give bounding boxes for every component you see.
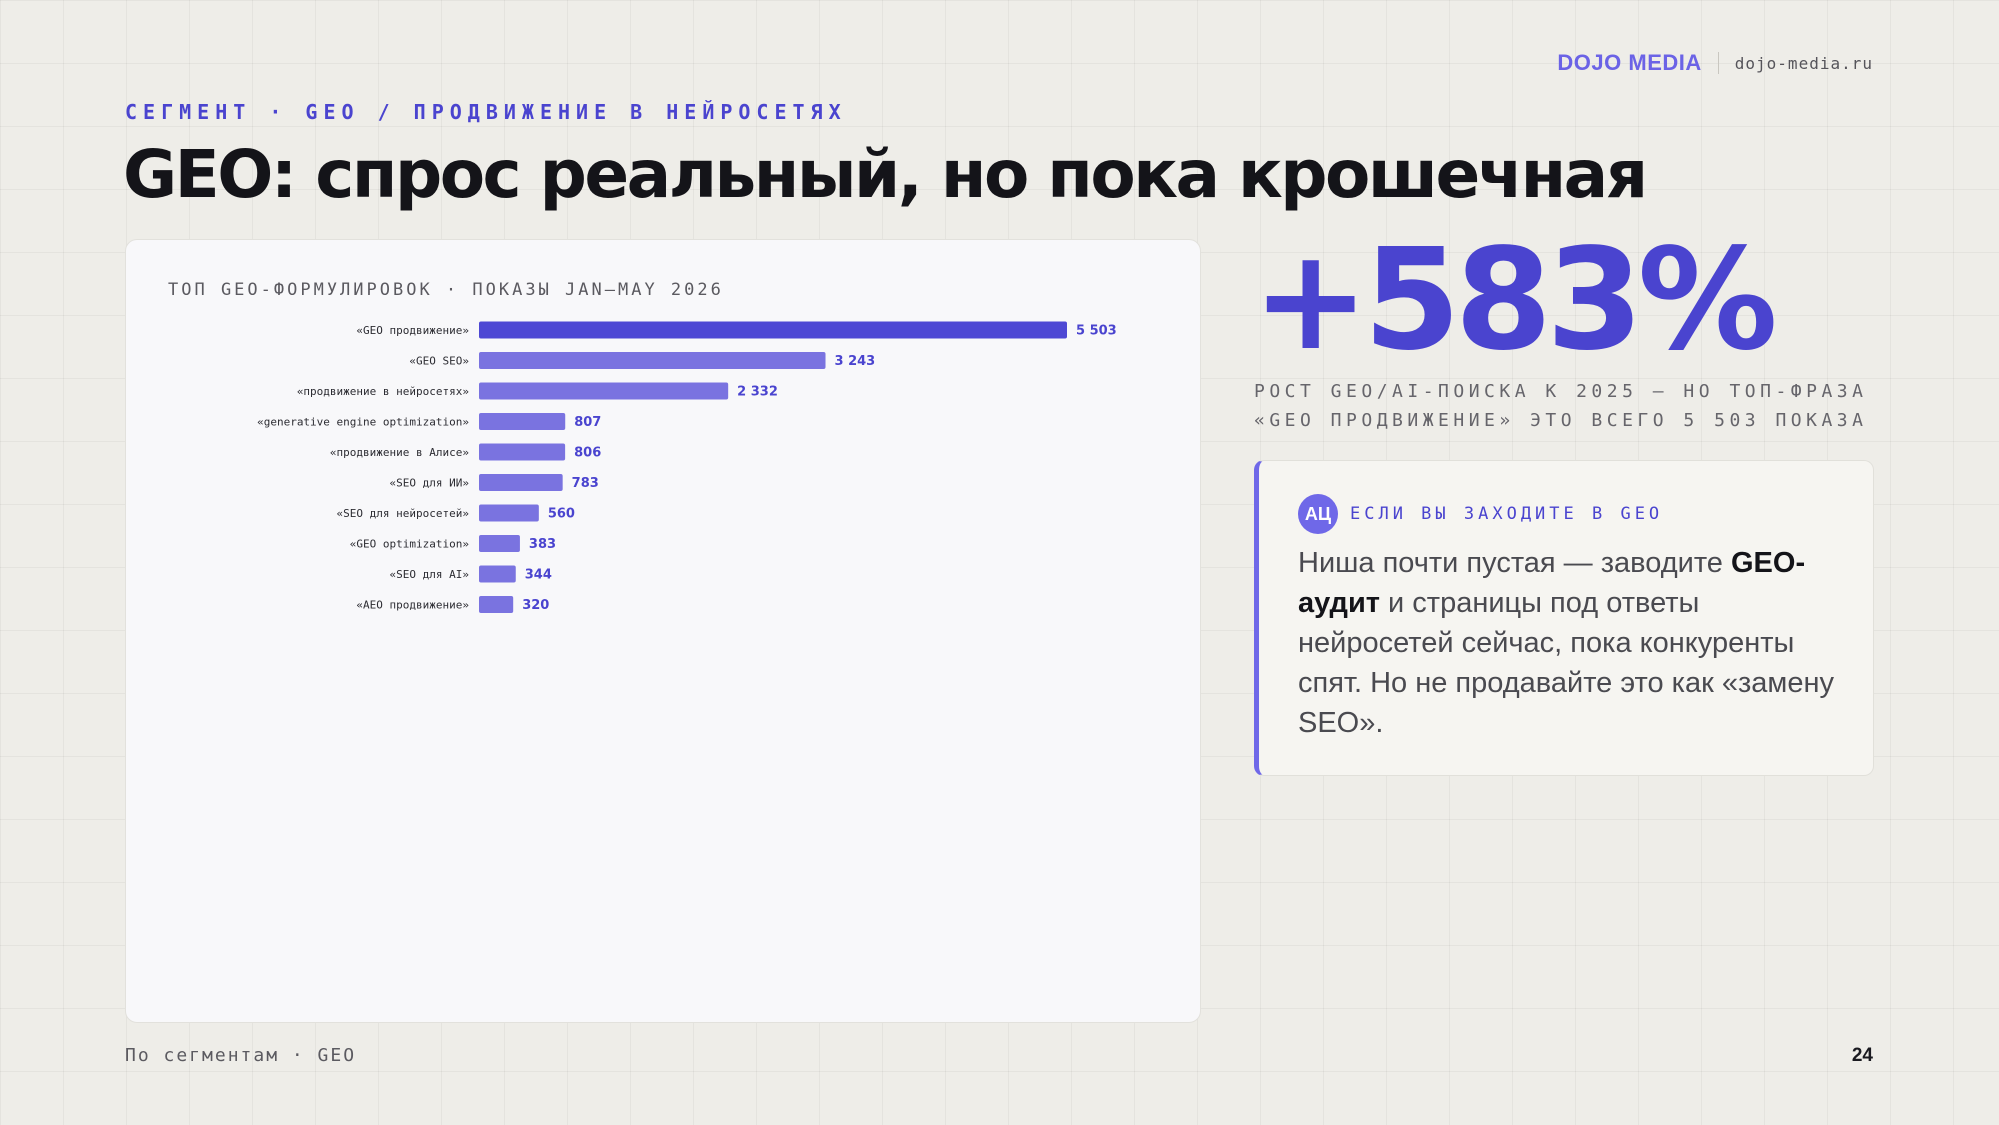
page-number: 24 (1851, 1045, 1873, 1066)
bar (479, 321, 1067, 339)
value-label: 5 503 (1076, 324, 1117, 339)
callout-text-end: и страницы под ответы нейросетей сейчас,… (1298, 587, 1834, 739)
category-label: «GEO продвижение» (356, 324, 469, 337)
brand-divider (1717, 52, 1719, 74)
value-label: 2 332 (737, 385, 778, 400)
value-label: 783 (572, 476, 599, 491)
category-label: «generative engine optimization» (257, 416, 469, 429)
bar (479, 565, 516, 583)
brand-logo: DOJO MEDIA (1557, 50, 1702, 75)
page-title: GEO: спрос реальный, но пока крошечная (123, 136, 1648, 213)
bar (479, 535, 520, 552)
value-label: 383 (529, 537, 556, 552)
avatar: АЦ (1298, 494, 1338, 534)
brand-site: dojo-media.ru (1734, 53, 1873, 73)
footer-section: По сегментам · GEO (125, 1045, 357, 1066)
chart-title: ТОП GEO-ФОРМУЛИРОВОК · ПОКАЗЫ JAN–MAY 20… (168, 280, 724, 300)
category-label: «GEO optimization» (350, 538, 469, 551)
stat-caption: РОСТ GEO/AI-ПОИСКА К 2025 — НО ТОП-ФРАЗА… (1254, 381, 1868, 431)
callout-label: ЕСЛИ ВЫ ЗАХОДИТЕ В GEO (1350, 504, 1664, 524)
bar (479, 443, 566, 461)
advice-callout: АЦ ЕСЛИ ВЫ ЗАХОДИТЕ В GEO Ниша почти пус… (1254, 460, 1874, 776)
bar (479, 413, 566, 430)
bar (479, 504, 539, 522)
category-label: «AEO продвижение» (356, 599, 469, 612)
callout-header: АЦ ЕСЛИ ВЫ ЗАХОДИТЕ В GEO (1298, 494, 1663, 534)
callout-text-bold: GEO-аудит (1298, 547, 1806, 619)
callout-text-start: Ниша почти пустая — заводите (1298, 547, 1731, 579)
value-label: 3 243 (835, 354, 876, 369)
category-label: «SEO для ИИ» (390, 477, 469, 490)
category-label: «GEO SEO» (409, 355, 469, 368)
growth-stat: +583% (1252, 219, 1778, 382)
category-label: «продвижение в Алисе» (330, 446, 469, 459)
bar (479, 352, 826, 369)
category-label: «SEO для AI» (390, 568, 469, 581)
bar (479, 382, 729, 400)
value-label: 344 (525, 568, 552, 583)
value-label: 807 (574, 415, 601, 430)
callout-text: Ниша почти пустая — заводите GEO-аудит и… (1298, 543, 1858, 743)
bar (479, 596, 514, 613)
category-label: «продвижение в нейросетях» (297, 385, 469, 398)
category-label: «SEO для нейросетей» (337, 507, 469, 520)
chart-card: ТОП GEO-ФОРМУЛИРОВОК · ПОКАЗЫ JAN–MAY 20… (125, 239, 1201, 1023)
brand-header: DOJO MEDIA dojo-media.ru (1557, 50, 1873, 76)
value-label: 560 (548, 507, 575, 522)
value-label: 320 (522, 598, 549, 613)
section-eyebrow: СЕГМЕНТ · GEO / ПРОДВИЖЕНИЕ В НЕЙРОСЕТЯХ (125, 100, 847, 124)
value-label: 806 (574, 446, 601, 461)
bar-chart: «GEO продвижение» 5 503 «GEO SEO» 3 243 «про… (257, 321, 1117, 613)
bar (479, 474, 563, 491)
